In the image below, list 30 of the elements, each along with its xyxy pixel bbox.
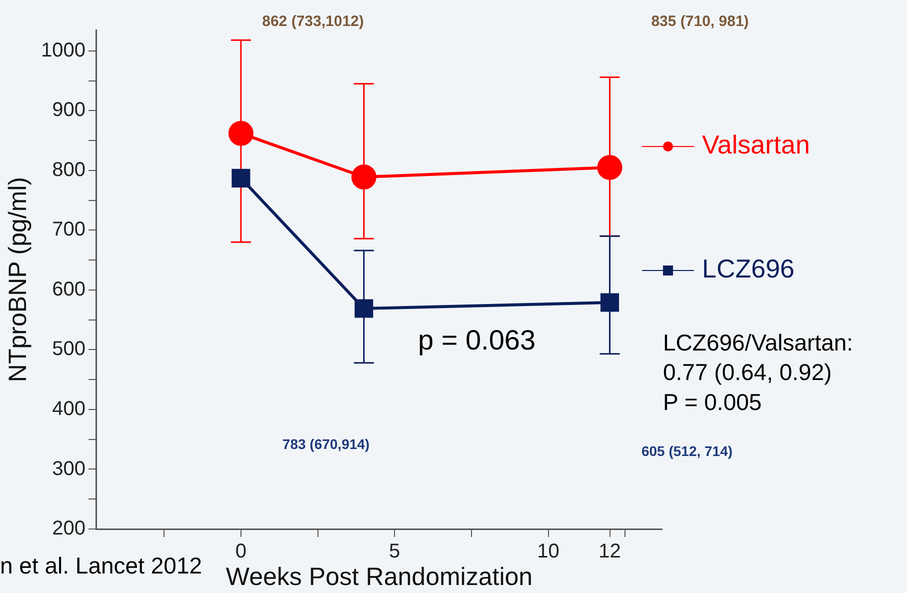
y-tick-label: 500 xyxy=(52,338,86,360)
x-tick-label: 0 xyxy=(235,540,247,563)
y-tick-label: 1000 xyxy=(40,39,86,62)
y-tick-label: 900 xyxy=(52,99,86,122)
annotation: 835 (710, 981) xyxy=(651,13,749,30)
y-tick-label: 700 xyxy=(52,218,86,241)
text: LCZ696/Valsartan: 0.77 (0.64, 0.92) P = 0.005 xyxy=(663,329,854,416)
x-tick-label: 5 xyxy=(389,540,400,563)
annotation: 605 (512, 714) xyxy=(641,442,733,459)
legend-label: Valsartan xyxy=(702,130,810,160)
y-tick-label: 300 xyxy=(52,458,86,480)
annotation: 862 (733,1012) xyxy=(262,13,364,30)
point xyxy=(232,168,250,188)
point xyxy=(354,299,374,318)
annotation: 783 (670,914) xyxy=(282,436,370,452)
point xyxy=(228,120,254,146)
y-tick-label: 800 xyxy=(52,158,86,181)
y-axis-title: NTproBNP (pg/ml) xyxy=(4,176,32,382)
x-tick-label: 12 xyxy=(598,540,621,563)
x-tick-label: 10 xyxy=(537,540,560,563)
point xyxy=(351,164,376,190)
point xyxy=(600,293,620,312)
y-tick-label: 200 xyxy=(52,518,86,540)
legend-label: LCZ696 xyxy=(702,254,794,284)
y-tick-label: 600 xyxy=(52,278,86,300)
y-tick-label: 400 xyxy=(52,398,86,420)
x-axis-title: Weeks Post Randomization xyxy=(226,562,533,591)
point xyxy=(597,154,622,180)
annotation: p = 0.063 xyxy=(418,324,536,356)
text: n et al. Lancet 2012 xyxy=(0,552,202,578)
